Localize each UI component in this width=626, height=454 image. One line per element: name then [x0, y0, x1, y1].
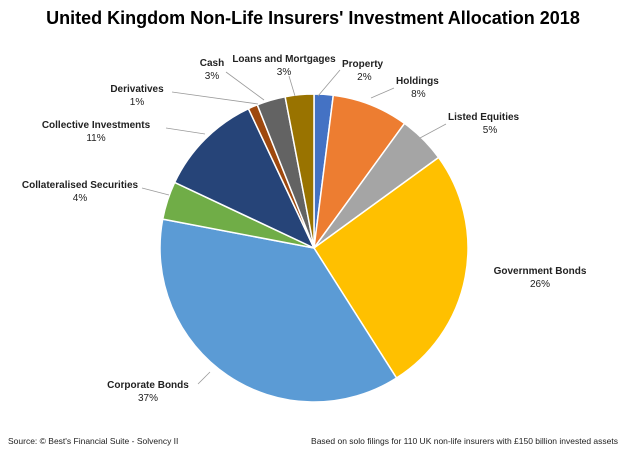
pie-slice-loans-and-mortgages	[284, 93, 315, 249]
footnote: Based on solo filings for 110 UK non-lif…	[311, 436, 618, 446]
slice-label: Listed Equities	[448, 112, 520, 123]
slice-label: Collective Investments	[42, 120, 151, 131]
pie-slices	[159, 93, 469, 403]
source-note: Source: © Best's Financial Suite - Solve…	[8, 436, 179, 446]
slice-value-label: 3%	[205, 71, 220, 82]
pie-slice-collective-investments	[173, 107, 316, 250]
slice-labels: Property 2% Holdings 8% Listed Equities 5% Gov…	[22, 54, 587, 404]
pie-slice-government-bonds	[312, 156, 469, 380]
slice-label: Holdings	[396, 76, 439, 87]
slice-value-label: 3%	[277, 67, 292, 78]
leader-line	[370, 87, 395, 99]
slice-value-label: 26%	[530, 279, 550, 290]
slice-value-label: 37%	[138, 393, 158, 404]
leader-lines	[141, 69, 447, 385]
leader-line	[225, 71, 265, 101]
pie-slice-corporate-bonds	[159, 218, 398, 403]
slice-value-label: 5%	[483, 125, 498, 136]
leader-line	[165, 127, 206, 135]
slice-value-label: 4%	[73, 193, 88, 204]
leader-line	[197, 371, 211, 385]
slice-value-label: 1%	[130, 97, 145, 108]
slice-value-label: 11%	[86, 133, 105, 144]
slice-value-label: 8%	[411, 89, 426, 100]
slice-label: Government Bonds	[494, 266, 587, 277]
leader-line	[317, 69, 341, 97]
slice-label: Corporate Bonds	[107, 380, 189, 391]
leader-line	[419, 123, 447, 139]
slice-label: Collateralised Securities	[22, 180, 139, 191]
leader-line	[141, 187, 170, 196]
slice-label: Derivatives	[110, 84, 164, 95]
leader-line	[288, 75, 296, 97]
leader-line	[171, 91, 259, 105]
slice-label: Cash	[200, 58, 224, 69]
slice-label: Loans and Mortgages	[232, 54, 336, 65]
chart-title: United Kingdom Non-Life Insurers' Invest…	[46, 8, 580, 28]
slice-value-label: 2%	[357, 72, 372, 83]
slice-label: Property	[342, 59, 384, 70]
